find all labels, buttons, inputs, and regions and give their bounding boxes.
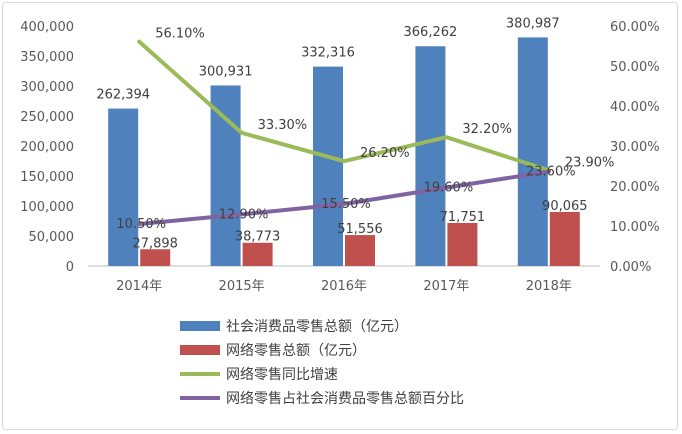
bar-retail-total (108, 108, 139, 266)
left-axis-tick-label: 200,000 (20, 140, 74, 155)
data-label-retail-total: 366,262 (404, 25, 458, 40)
data-label-online-growth: 32.20% (462, 122, 512, 137)
data-label-online-total: 71,751 (440, 210, 486, 225)
data-label-online-share: 12.90% (219, 207, 269, 222)
legend-swatch-online-total (180, 345, 220, 355)
data-label-online-growth: 56.10% (155, 27, 205, 42)
data-label-online-growth: 26.20% (360, 146, 410, 161)
right-axis-tick-label: 30.00% (610, 140, 660, 155)
right-axis-tick-label: 0.00% (610, 260, 651, 275)
right-axis-tick-label: 50.00% (610, 60, 660, 75)
right-axis-tick-label: 40.00% (610, 100, 660, 115)
legend: 社会消费品零售总额（亿元） 网络零售总额（亿元） 网络零售同比增速 网络零售占社… (180, 314, 600, 410)
legend-item-online-total: 网络零售总额（亿元） (180, 338, 600, 362)
data-label-online-total: 90,065 (542, 199, 588, 214)
left-axis-tick-label: 0 (66, 260, 74, 275)
bar-retail-total (210, 85, 241, 266)
bar-online-total (447, 222, 478, 266)
left-axis-tick-label: 50,000 (29, 230, 75, 245)
data-label-retail-total: 300,931 (199, 64, 253, 79)
left-axis-tick-label: 100,000 (20, 200, 74, 215)
left-axis-tick-label: 350,000 (20, 50, 74, 65)
legend-item-retail-total: 社会消费品零售总额（亿元） (180, 314, 600, 338)
right-axis-tick-label: 60.00% (610, 20, 660, 35)
legend-swatch-online-share (180, 396, 220, 400)
bar-online-total (242, 242, 273, 266)
line-online-share (137, 169, 551, 226)
data-label-online-growth: 33.30% (258, 118, 308, 133)
legend-label-online-share: 网络零售占社会消费品零售总额百分比 (226, 391, 464, 407)
data-label-online-total: 38,773 (235, 230, 281, 245)
bar-retail-total (517, 37, 548, 266)
legend-item-online-growth: 网络零售同比增速 (180, 362, 600, 386)
legend-item-online-share: 网络零售占社会消费品零售总额百分比 (180, 386, 600, 410)
left-axis-tick-label: 400,000 (20, 20, 74, 35)
x-axis-tick-label: 2014年 (116, 279, 162, 294)
legend-label-online-growth: 网络零售同比增速 (226, 367, 338, 383)
bar-online-total (140, 249, 171, 266)
legend-swatch-online-growth (180, 372, 220, 376)
bar-retail-total (313, 66, 343, 266)
legend-swatch-retail-total (180, 321, 220, 331)
x-axis-tick-label: 2018年 (526, 279, 572, 294)
line-online-growth (137, 39, 551, 173)
x-axis-tick-label: 2015年 (219, 279, 265, 294)
left-axis-tick-label: 250,000 (20, 110, 74, 125)
data-label-retail-total: 332,316 (301, 46, 355, 61)
data-label-online-share: 15.50% (321, 197, 371, 212)
right-axis-tick-label: 20.00% (610, 180, 660, 195)
data-label-online-total: 51,556 (337, 222, 383, 237)
right-axis-tick-label: 10.00% (610, 220, 660, 235)
data-label-online-share: 19.60% (424, 181, 474, 196)
bar-retail-total (415, 46, 446, 267)
bar-online-total (345, 235, 375, 266)
left-axis-tick-label: 150,000 (20, 170, 74, 185)
legend-label-retail-total: 社会消费品零售总额（亿元） (226, 319, 408, 335)
data-label-online-growth: 23.90% (565, 155, 615, 170)
bar-online-total (549, 211, 580, 266)
x-axis-tick-label: 2017年 (423, 279, 469, 294)
x-axis-tick-label: 2016年 (321, 279, 367, 294)
data-label-retail-total: 262,394 (96, 88, 150, 103)
legend-label-online-total: 网络零售总额（亿元） (226, 343, 366, 359)
left-axis-tick-label: 300,000 (20, 80, 74, 95)
data-label-retail-total: 380,987 (506, 16, 560, 31)
data-label-online-share: 23.60% (526, 165, 576, 180)
data-label-online-share: 10.50% (116, 217, 166, 232)
data-label-online-total: 27,898 (132, 236, 178, 251)
